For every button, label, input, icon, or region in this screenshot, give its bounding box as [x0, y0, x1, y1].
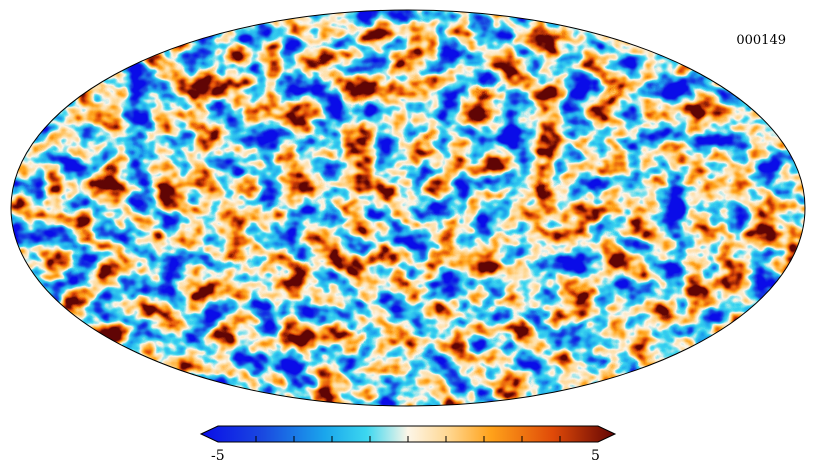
colorbar-max-label: 5 — [591, 448, 600, 464]
sky-map-field — [11, 10, 805, 406]
map-identifier: 000149 — [736, 33, 786, 48]
colorbar-bar — [201, 426, 615, 442]
colorbar — [199, 425, 617, 443]
sky-map — [10, 9, 806, 407]
colorbar-ticks — [255, 436, 561, 442]
colorbar-outline — [199, 425, 617, 443]
colorbar-min-label: -5 — [211, 448, 225, 464]
sky-map-outline — [10, 9, 806, 407]
